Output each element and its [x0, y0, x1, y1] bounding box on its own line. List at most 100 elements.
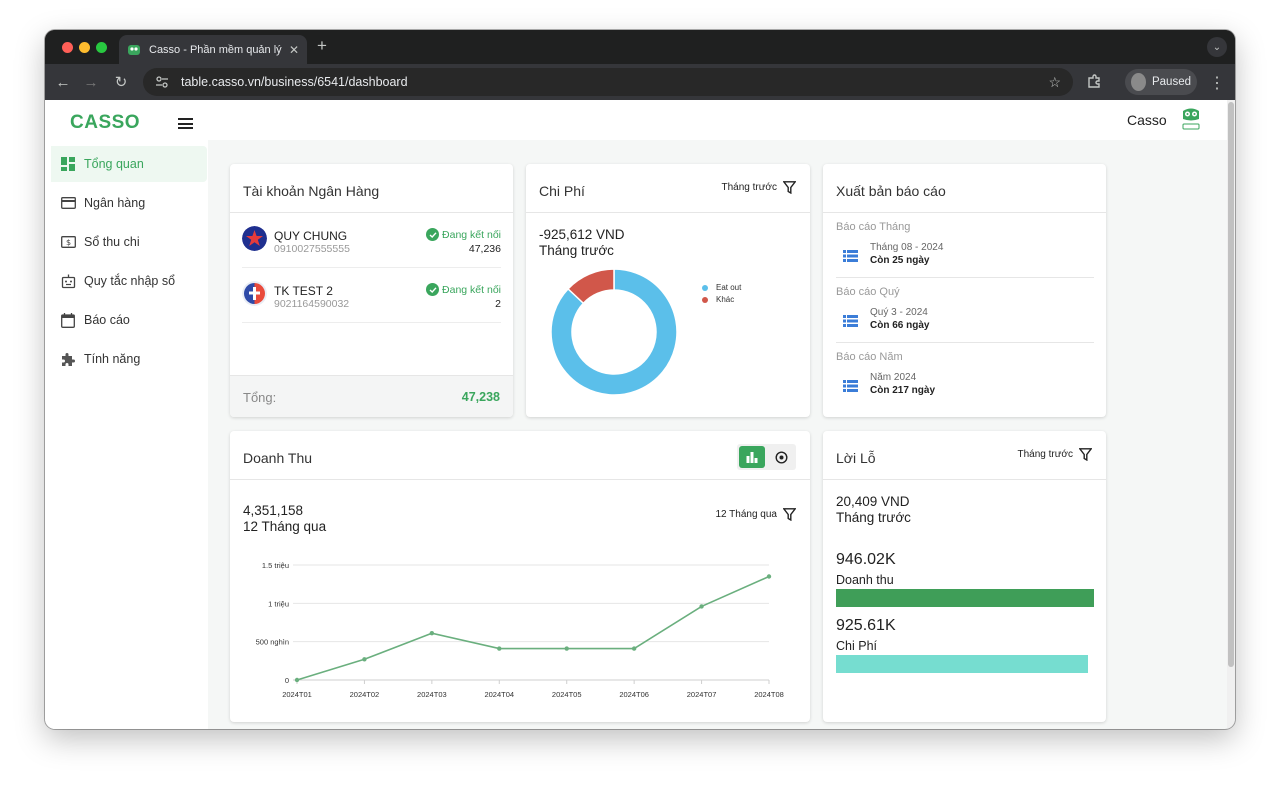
tab-search-button[interactable]: ⌄	[1207, 37, 1227, 57]
user-name[interactable]: Casso	[1127, 112, 1167, 128]
legend-item[interactable]: Khác	[702, 295, 734, 304]
address-bar[interactable]: table.casso.vn/business/6541/dashboard ☆	[143, 68, 1073, 96]
maximize-window-button[interactable]	[96, 42, 107, 53]
close-window-button[interactable]	[62, 42, 73, 53]
money-icon: $	[60, 234, 76, 250]
x-tick-label: 2024T05	[552, 690, 582, 699]
period-filter-button[interactable]: Tháng trước	[1018, 448, 1092, 461]
revenue-series-line	[296, 575, 770, 681]
sidebar-item-label: Quy tắc nhập sổ	[84, 274, 176, 288]
sidebar-item-ledger[interactable]: $ Sổ thu chi	[51, 224, 207, 260]
data-point[interactable]	[497, 646, 502, 651]
list-icon	[843, 315, 858, 327]
browser-toolbar: ← → ↻ table.casso.vn/business/6541/dashb…	[45, 64, 1235, 100]
donut-slice-eat-out[interactable]	[550, 268, 678, 396]
transaction-count: 2	[495, 298, 501, 310]
reload-button[interactable]: ↻	[114, 74, 128, 91]
legend-label: Eat out	[716, 283, 742, 292]
extensions-icon[interactable]	[1085, 73, 1103, 91]
app-header: CASSO Casso	[45, 100, 1227, 140]
revenue-total: 946.02K	[836, 551, 896, 568]
puzzle-icon	[60, 351, 76, 367]
report-item-quarter[interactable]: Quý 3 - 2024 Còn 66 ngày	[836, 305, 1094, 343]
casso-logo[interactable]: CASSO	[70, 112, 141, 133]
data-point[interactable]	[362, 657, 367, 662]
revenue-label: Doanh thu	[836, 573, 894, 587]
casso-favicon-icon	[128, 44, 140, 55]
sidebar-item-reports[interactable]: Báo cáo	[51, 302, 207, 338]
bank-account-row[interactable]: QUY CHUNG 0910027555555 Đang kết nối 47,…	[242, 213, 501, 268]
tab-title: Casso - Phần mềm quản lý d	[149, 43, 283, 56]
x-tick-label: 2024T02	[350, 690, 380, 699]
expense-card: Chi Phí Tháng trước -925,612 VND Tháng t…	[526, 164, 810, 417]
legend-item[interactable]: Eat out	[702, 283, 741, 292]
x-tick-label: 2024T03	[417, 690, 447, 699]
user-avatar-icon[interactable]	[1180, 107, 1202, 131]
data-point[interactable]	[564, 646, 569, 651]
sidebar-item-bank[interactable]: Ngân hàng	[51, 185, 207, 221]
total-label: Tổng:	[243, 390, 277, 405]
revenue-card: Doanh Thu 4,351,158 12 Tháng qua 12 Thán…	[230, 431, 810, 722]
sidebar-item-rules[interactable]: Quy tắc nhập sổ	[51, 263, 207, 299]
data-point[interactable]	[429, 631, 435, 636]
bank-account-row[interactable]: TK TEST 2 9021164590032 Đang kết nối 2	[242, 268, 501, 323]
bar-chart-icon	[746, 452, 758, 463]
list-icon	[843, 380, 858, 392]
x-tick-label: 2024T07	[687, 690, 717, 699]
card-header: Doanh Thu	[230, 431, 810, 480]
back-button[interactable]: ←	[55, 73, 71, 91]
browser-tab[interactable]: Casso - Phần mềm quản lý d ✕	[119, 35, 307, 64]
y-tick-label: 1 triệu	[268, 599, 289, 608]
card-title: Tài khoản Ngân Hàng	[243, 183, 380, 199]
site-info-icon[interactable]	[153, 73, 171, 91]
report-group-label: Báo cáo Tháng	[836, 221, 911, 233]
card-title: Doanh Thu	[243, 450, 313, 466]
sidebar-item-overview[interactable]: Tổng quan	[51, 146, 207, 182]
list-icon	[843, 250, 858, 262]
url-text: table.casso.vn/business/6541/dashboard	[181, 75, 408, 89]
new-tab-button[interactable]: +	[317, 36, 327, 55]
period-filter-button[interactable]: Tháng trước	[722, 181, 796, 194]
card-header: Lời Lỗ Tháng trước	[823, 431, 1106, 480]
profit-loss-card: Lời Lỗ Tháng trước 20,409 VND Tháng trướ…	[823, 431, 1106, 722]
data-point[interactable]	[294, 677, 300, 683]
report-item-month[interactable]: Tháng 08 - 2024 Còn 25 ngày	[836, 240, 1094, 278]
browser-menu-icon[interactable]: ⋮	[1209, 75, 1225, 92]
revenue-line-chart: 0 500 nghìn 1 triệu 1.5 triệu 2024T01 2024T02…	[256, 561, 784, 699]
forward-button[interactable]: →	[83, 73, 99, 91]
minimize-window-button[interactable]	[79, 42, 90, 53]
expense-label: Chi Phí	[836, 639, 877, 653]
data-point[interactable]	[766, 574, 772, 579]
donut-chart-icon	[774, 450, 788, 464]
profile-button[interactable]: Paused	[1125, 69, 1197, 95]
revenue-period: 12 Tháng qua	[243, 519, 327, 534]
calendar-icon	[60, 312, 76, 328]
menu-toggle-icon[interactable]	[178, 118, 193, 129]
credit-card-icon	[60, 195, 76, 211]
report-item-year[interactable]: Năm 2024 Còn 217 ngày	[836, 370, 1094, 408]
data-point[interactable]	[631, 646, 637, 651]
page-scrollbar[interactable]	[1227, 100, 1235, 729]
filter-icon	[783, 181, 796, 194]
bar-chart-view-button[interactable]	[739, 446, 765, 468]
sidebar-item-label: Ngân hàng	[84, 196, 146, 210]
card-title: Lời Lỗ	[836, 450, 876, 466]
filter-icon	[1079, 448, 1092, 461]
revenue-bar	[836, 589, 1094, 607]
bank-account-number: 9021164590032	[274, 298, 350, 310]
donut-slice-khác[interactable]	[567, 268, 615, 305]
revenue-period-filter[interactable]: 12 Tháng qua	[715, 508, 796, 521]
bookmark-star-icon[interactable]: ☆	[1048, 73, 1061, 90]
sidebar: Tổng quan Ngân hàng $ Sổ thu chi Quy tắc…	[45, 140, 208, 729]
tab-close-icon[interactable]: ✕	[288, 42, 299, 57]
expense-bar	[836, 655, 1089, 673]
profit-amount: 20,409 VND	[836, 494, 910, 509]
filter-icon	[783, 508, 796, 521]
scrollbar-thumb[interactable]	[1228, 102, 1234, 667]
connection-status-label: Đang kết nối	[442, 283, 501, 296]
bank-logo-icon	[242, 281, 267, 306]
donut-chart-view-button[interactable]	[768, 446, 794, 468]
data-point[interactable]	[699, 604, 704, 609]
sidebar-item-features[interactable]: Tính năng	[51, 341, 207, 377]
y-tick-label: 0	[285, 676, 289, 685]
